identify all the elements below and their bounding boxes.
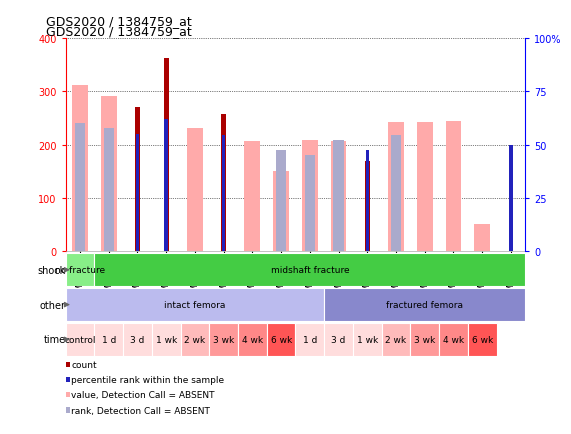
Text: percentile rank within the sample: percentile rank within the sample bbox=[71, 375, 224, 384]
Text: 3 d: 3 d bbox=[130, 335, 144, 344]
Bar bbox=[222, 115, 226, 252]
Bar bbox=[187, 128, 203, 252]
Text: 2 wk: 2 wk bbox=[184, 335, 206, 344]
Bar bbox=[164, 59, 168, 252]
Bar bbox=[222, 136, 226, 252]
Text: 6 wk: 6 wk bbox=[271, 335, 292, 344]
Text: 3 wk: 3 wk bbox=[414, 335, 436, 344]
Bar bbox=[135, 108, 140, 252]
Bar bbox=[333, 141, 344, 252]
Bar bbox=[331, 141, 347, 252]
Text: 1 d: 1 d bbox=[102, 335, 116, 344]
Bar bbox=[238, 323, 267, 356]
Bar bbox=[180, 323, 210, 356]
Text: other: other bbox=[39, 300, 66, 310]
Bar bbox=[324, 323, 353, 356]
Bar bbox=[103, 128, 114, 252]
Bar bbox=[302, 141, 317, 252]
Bar bbox=[244, 141, 260, 252]
Bar bbox=[94, 323, 123, 356]
Bar bbox=[381, 323, 411, 356]
Bar bbox=[75, 124, 85, 252]
Text: 3 d: 3 d bbox=[331, 335, 346, 344]
Bar bbox=[276, 151, 286, 252]
Bar bbox=[267, 323, 296, 356]
Bar bbox=[388, 122, 404, 252]
Text: 6 wk: 6 wk bbox=[472, 335, 493, 344]
Text: 4 wk: 4 wk bbox=[242, 335, 263, 344]
Bar bbox=[66, 289, 324, 321]
Text: 1 d: 1 d bbox=[303, 335, 317, 344]
Bar bbox=[305, 156, 315, 252]
Text: rank, Detection Call = ABSENT: rank, Detection Call = ABSENT bbox=[71, 406, 210, 414]
Text: 1 wk: 1 wk bbox=[357, 335, 378, 344]
Text: 3 wk: 3 wk bbox=[213, 335, 234, 344]
Bar bbox=[417, 122, 433, 252]
Text: GDS2020 / 1384759_at: GDS2020 / 1384759_at bbox=[46, 25, 192, 38]
Bar bbox=[324, 289, 525, 321]
Text: fractured femora: fractured femora bbox=[386, 300, 463, 309]
Text: 4 wk: 4 wk bbox=[443, 335, 464, 344]
Bar bbox=[509, 145, 513, 252]
Bar bbox=[468, 323, 497, 356]
Text: 1 wk: 1 wk bbox=[155, 335, 177, 344]
Bar bbox=[391, 136, 401, 252]
Bar bbox=[439, 323, 468, 356]
Bar bbox=[365, 161, 369, 252]
Text: no fracture: no fracture bbox=[55, 266, 105, 275]
Bar bbox=[164, 120, 168, 252]
Text: value, Detection Call = ABSENT: value, Detection Call = ABSENT bbox=[71, 391, 215, 399]
Text: 2 wk: 2 wk bbox=[385, 335, 407, 344]
Text: shock: shock bbox=[38, 265, 66, 275]
Text: GDS2020 / 1384759_at: GDS2020 / 1384759_at bbox=[46, 15, 191, 28]
Bar bbox=[136, 135, 139, 252]
Bar bbox=[72, 86, 88, 252]
Bar bbox=[445, 122, 461, 252]
Bar bbox=[66, 254, 94, 286]
Text: midshaft fracture: midshaft fracture bbox=[271, 266, 349, 275]
Bar bbox=[66, 323, 94, 356]
Text: intact femora: intact femora bbox=[164, 300, 226, 309]
Bar bbox=[509, 145, 513, 252]
Bar bbox=[123, 323, 152, 356]
Text: control: control bbox=[65, 335, 96, 344]
Bar bbox=[210, 323, 238, 356]
Bar bbox=[152, 323, 180, 356]
Bar bbox=[101, 96, 116, 252]
Text: count: count bbox=[71, 360, 96, 369]
Bar bbox=[411, 323, 439, 356]
Bar bbox=[353, 323, 381, 356]
Bar bbox=[274, 172, 289, 252]
Text: time: time bbox=[43, 335, 66, 345]
Bar bbox=[475, 224, 490, 252]
Bar bbox=[296, 323, 324, 356]
Bar bbox=[365, 151, 369, 252]
